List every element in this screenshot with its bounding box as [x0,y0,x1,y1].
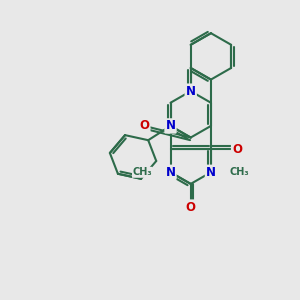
Text: CH₃: CH₃ [133,167,152,177]
Text: O: O [140,119,149,132]
Text: N: N [186,85,196,98]
Text: N: N [166,119,176,132]
Text: O: O [232,142,242,156]
Text: CH₃: CH₃ [230,167,249,177]
Text: N: N [206,166,216,179]
Text: O: O [186,201,196,214]
Text: N: N [166,166,176,179]
